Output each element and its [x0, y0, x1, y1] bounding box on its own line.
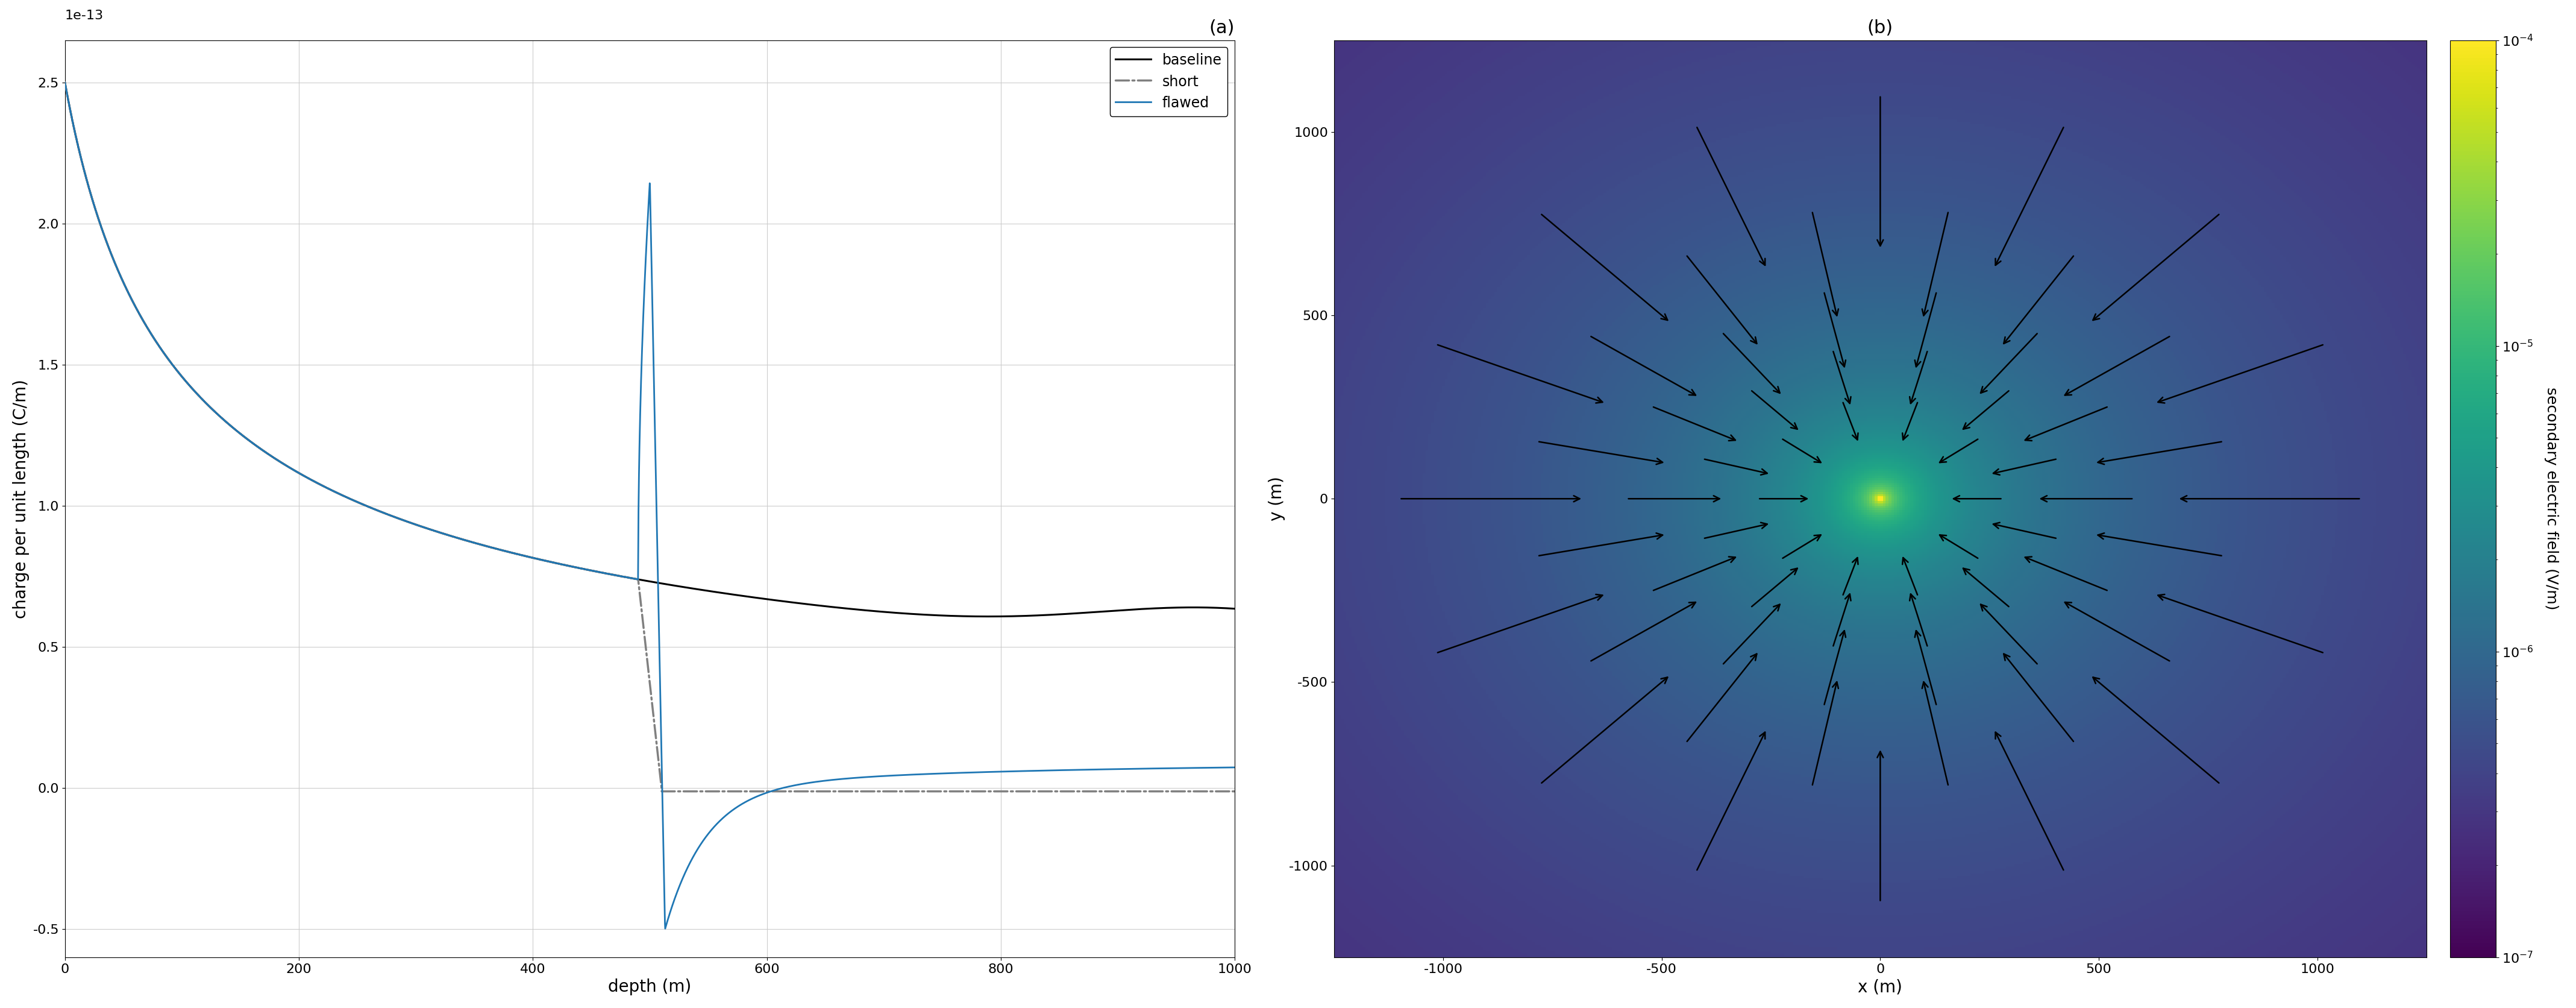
- flawed: [752, 786, 783, 798]
- X-axis label: depth (m): depth (m): [608, 979, 690, 996]
- Title: (b): (b): [1868, 19, 1893, 37]
- baseline: [752, 593, 783, 605]
- Text: (a): (a): [1208, 19, 1234, 37]
- Line: baseline: baseline: [64, 83, 1234, 617]
- flawed: [649, 922, 680, 934]
- Legend: baseline, short, flawed: baseline, short, flawed: [1110, 47, 1229, 116]
- flawed: [1012, 765, 1043, 777]
- flawed: [263, 454, 294, 466]
- Y-axis label: y (m): y (m): [1267, 477, 1285, 521]
- Line: flawed: flawed: [64, 83, 1234, 928]
- flawed: [811, 774, 842, 786]
- flawed: [497, 546, 528, 558]
- short: [922, 785, 953, 797]
- short: [263, 454, 294, 466]
- short: [811, 785, 842, 797]
- baseline: [1218, 603, 1249, 615]
- baseline: [1012, 610, 1043, 622]
- baseline: [811, 600, 842, 612]
- short: [1012, 785, 1043, 797]
- baseline: [49, 77, 80, 89]
- short: [752, 785, 783, 797]
- flawed: [49, 77, 80, 89]
- flawed: [922, 767, 953, 779]
- short: [497, 546, 528, 558]
- baseline: [263, 454, 294, 466]
- flawed: [1218, 761, 1249, 773]
- baseline: [974, 611, 1005, 623]
- baseline: [922, 609, 953, 621]
- short: [49, 77, 80, 89]
- baseline: [497, 546, 528, 558]
- Y-axis label: secondary electric field (V/m): secondary electric field (V/m): [2545, 387, 2558, 610]
- short: [1218, 785, 1249, 797]
- short: [647, 785, 677, 797]
- Y-axis label: charge per unit length (C/m): charge per unit length (C/m): [13, 379, 28, 618]
- Line: short: short: [64, 83, 1234, 791]
- X-axis label: x (m): x (m): [1857, 979, 1904, 996]
- Text: 1e-13: 1e-13: [64, 10, 103, 22]
